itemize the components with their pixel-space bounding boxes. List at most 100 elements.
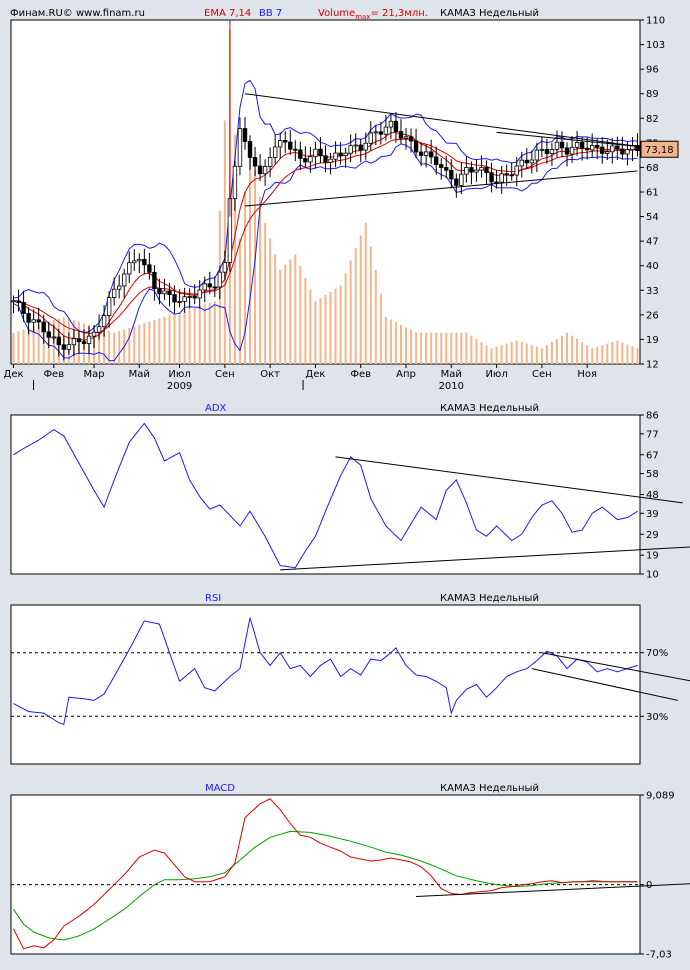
volume-bar — [389, 319, 392, 364]
macd-y-tick-label: 9,089 — [646, 791, 675, 802]
volume-bar — [193, 307, 196, 364]
candle-down — [615, 145, 620, 150]
bb-label: BB 7 — [259, 8, 282, 19]
candle-up — [313, 148, 318, 158]
volume-bar — [571, 335, 574, 364]
candle-up — [272, 146, 278, 158]
volume-bar — [344, 273, 347, 364]
volume-bar — [480, 342, 483, 364]
candle-down — [544, 148, 550, 155]
volume-bar — [374, 269, 377, 364]
macd-line — [13, 798, 638, 950]
volume-bar — [339, 285, 342, 364]
candle-down — [16, 300, 21, 303]
year-label: 2010 — [439, 381, 464, 392]
x-tick-label: Фев — [350, 369, 371, 380]
volume-bar — [399, 324, 402, 364]
x-tick-label: Сен — [215, 369, 235, 380]
volume-bar — [505, 343, 508, 364]
volume-bar — [415, 332, 418, 364]
volume-bar — [304, 277, 307, 364]
volume-bar — [148, 321, 151, 364]
price-y-tick-label: 47 — [646, 237, 659, 248]
adx-y-tick-label: 48 — [646, 490, 659, 501]
volume-bar — [586, 345, 589, 364]
volume-bar — [128, 327, 131, 364]
rsi-trendline — [531, 668, 678, 701]
volume-bar — [515, 340, 518, 364]
price-y-tick-label: 12 — [646, 360, 659, 371]
candle-up — [353, 144, 358, 147]
volume-bar — [510, 342, 513, 364]
candle-up — [111, 288, 117, 298]
candle-up — [187, 296, 192, 298]
candle-down — [303, 158, 308, 163]
volume-bar — [309, 289, 312, 364]
candle-down — [434, 156, 439, 165]
site-label: www.finam.ru — [76, 8, 145, 19]
x-tick-label: Дек — [4, 369, 24, 380]
volume-bar — [168, 315, 171, 364]
volume-bar — [405, 327, 408, 364]
candle-up — [589, 144, 595, 151]
candle-up — [232, 165, 238, 200]
candle-up — [308, 156, 313, 163]
candle-down — [408, 136, 414, 142]
volume-bar — [259, 196, 262, 364]
candle-down — [393, 120, 399, 133]
candle-up — [132, 260, 137, 264]
candle-down — [81, 341, 87, 344]
candle-up — [348, 145, 353, 154]
ema-label: EMA 7,14 — [204, 8, 251, 19]
volume-bar — [334, 288, 337, 364]
volume-bar — [158, 318, 161, 364]
volume-bar — [27, 327, 30, 364]
macd-title: MACD — [205, 783, 235, 794]
adx-y-tick-label: 77 — [646, 429, 659, 440]
candle-up — [91, 331, 97, 337]
volume-bar — [118, 331, 121, 364]
candle-up — [605, 151, 610, 154]
candle-up — [368, 132, 373, 144]
volume-bar — [369, 246, 372, 364]
price-y-tick-label: 89 — [646, 89, 659, 100]
candle-down — [76, 338, 82, 343]
x-tick-label: Сен — [532, 369, 552, 380]
candle-up — [106, 297, 112, 316]
candle-up — [479, 166, 484, 171]
price-y-tick-label: 68 — [646, 163, 659, 174]
price-trendline — [244, 170, 638, 207]
price-trendline — [244, 93, 638, 147]
adx-trendline — [280, 546, 690, 571]
adx-title: ADX — [205, 403, 227, 414]
volume-bar — [274, 254, 277, 364]
candle-down — [504, 173, 509, 176]
adx-y-tick-label: 39 — [646, 509, 659, 520]
volume-bar — [475, 338, 478, 364]
candle-up — [574, 141, 580, 148]
volume-bar — [349, 260, 352, 364]
candle-up — [539, 148, 545, 151]
volume-label: Volumemax= 21,3млн. — [318, 8, 428, 21]
candle-up — [31, 319, 36, 323]
candle-down — [584, 147, 590, 151]
adx-y-tick-label: 67 — [646, 450, 659, 461]
x-tick-label: Окт — [260, 369, 280, 380]
candle-down — [157, 288, 162, 295]
volume-bar — [591, 348, 594, 364]
volume-bar — [183, 310, 186, 364]
volume-bar — [299, 265, 302, 364]
candle-down — [489, 172, 494, 183]
volume-bar — [32, 326, 35, 364]
x-tick-label: Дек — [305, 369, 325, 380]
volume-bar — [379, 293, 382, 364]
x-tick-label: Мар — [83, 369, 104, 380]
macd-instrument: КАМАЗ Недельный — [440, 783, 539, 794]
volume-bar — [384, 316, 387, 364]
volume-bar — [485, 345, 488, 364]
candle-up — [625, 149, 630, 155]
volume-bar — [555, 338, 558, 364]
adx-plot-area — [10, 414, 641, 575]
year-label: 2009 — [167, 381, 192, 392]
candle-up — [554, 141, 560, 150]
